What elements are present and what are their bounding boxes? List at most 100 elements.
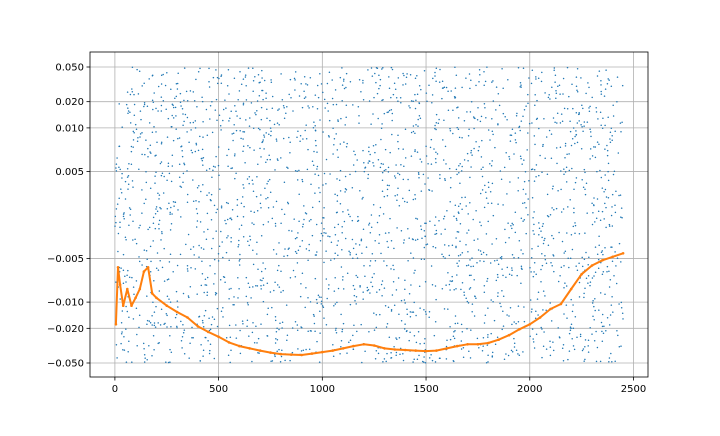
scatter-point <box>412 100 414 102</box>
scatter-point <box>205 108 208 111</box>
scatter-point <box>341 248 343 251</box>
scatter-point <box>423 69 426 72</box>
scatter-point <box>596 253 599 256</box>
scatter-point <box>548 129 551 132</box>
scatter-point <box>584 358 586 361</box>
scatter-point <box>212 76 215 79</box>
scatter-point <box>378 289 381 291</box>
scatter-point <box>611 361 613 363</box>
scatter-point <box>589 158 591 160</box>
scatter-point <box>200 247 203 249</box>
scatter-point <box>211 131 214 134</box>
scatter-point <box>182 292 185 295</box>
scatter-point <box>307 330 309 332</box>
scatter-point <box>458 172 460 174</box>
scatter-point <box>386 264 388 267</box>
scatter-point <box>170 206 172 209</box>
scatter-point <box>520 249 522 251</box>
scatter-point <box>573 188 575 190</box>
scatter-point <box>570 298 572 301</box>
scatter-point <box>600 251 603 253</box>
plot-frame <box>89 51 649 378</box>
scatter-point <box>343 141 345 143</box>
scatter-point <box>541 71 543 74</box>
scatter-point <box>407 178 409 181</box>
line-point <box>150 292 154 295</box>
scatter-point <box>542 345 545 348</box>
scatter-point <box>457 254 460 257</box>
scatter-point <box>559 93 561 95</box>
scatter-point <box>384 304 387 307</box>
scatter-point <box>119 226 121 228</box>
scatter-point <box>471 303 474 305</box>
scatter-point <box>362 79 364 82</box>
scatter-point <box>602 271 605 273</box>
scatter-point <box>530 311 533 313</box>
scatter-point <box>349 303 352 306</box>
scatter-point <box>463 159 466 161</box>
scatter-point <box>143 82 145 84</box>
scatter-point <box>182 124 184 126</box>
scatter-point <box>601 210 604 213</box>
scatter-point <box>368 330 370 333</box>
scatter-point <box>374 358 377 360</box>
scatter-point <box>136 333 138 336</box>
scatter-point <box>154 182 156 184</box>
scatter-point <box>563 173 565 175</box>
scatter-point <box>151 354 153 357</box>
scatter-point <box>399 353 401 355</box>
scatter-point <box>598 244 600 247</box>
scatter-point <box>607 116 609 119</box>
scatter-point <box>619 194 622 196</box>
scatter-point <box>415 314 417 317</box>
scatter-point <box>570 327 572 330</box>
scatter-point <box>183 352 186 355</box>
scatter-point <box>274 355 276 358</box>
scatter-point <box>210 247 213 250</box>
scatter-point <box>304 129 306 132</box>
line-point <box>507 333 511 337</box>
scatter-point <box>422 173 425 176</box>
scatter-point <box>219 188 221 190</box>
scatter-point <box>540 268 542 271</box>
scatter-point <box>403 165 405 168</box>
scatter-point <box>360 91 362 93</box>
scatter-point <box>508 273 511 275</box>
scatter-point <box>341 232 343 234</box>
scatter-point <box>576 67 579 70</box>
scatter-point <box>469 287 472 289</box>
scatter-point <box>363 162 365 164</box>
scatter-point <box>305 138 308 140</box>
scatter-point <box>200 190 202 193</box>
scatter-point <box>390 108 393 111</box>
scatter-point <box>515 115 518 117</box>
scatter-point <box>604 202 606 205</box>
scatter-point <box>563 107 566 110</box>
scatter-point <box>393 247 395 250</box>
scatter-point <box>622 318 624 320</box>
scatter-point <box>470 274 472 276</box>
scatter-point <box>420 228 423 231</box>
scatter-point <box>511 254 514 256</box>
scatter-point <box>141 85 143 87</box>
scatter-point <box>141 212 143 214</box>
scatter-point <box>491 130 494 133</box>
scatter-point <box>382 67 384 69</box>
scatter-point <box>227 354 230 356</box>
scatter-point <box>202 355 204 357</box>
scatter-point <box>552 255 555 257</box>
scatter-point <box>600 90 602 93</box>
scatter-point <box>486 344 489 346</box>
scatter-point <box>481 175 484 178</box>
scatter-point <box>192 337 194 339</box>
scatter-point <box>118 166 120 168</box>
scatter-point <box>214 272 216 275</box>
scatter-point <box>214 294 217 296</box>
scatter-point <box>227 68 230 71</box>
scatter-point <box>337 119 339 121</box>
scatter-point <box>202 183 204 186</box>
scatter-point <box>332 344 334 346</box>
scatter-point <box>195 199 197 202</box>
scatter-point <box>201 148 204 151</box>
scatter-point <box>381 68 383 70</box>
